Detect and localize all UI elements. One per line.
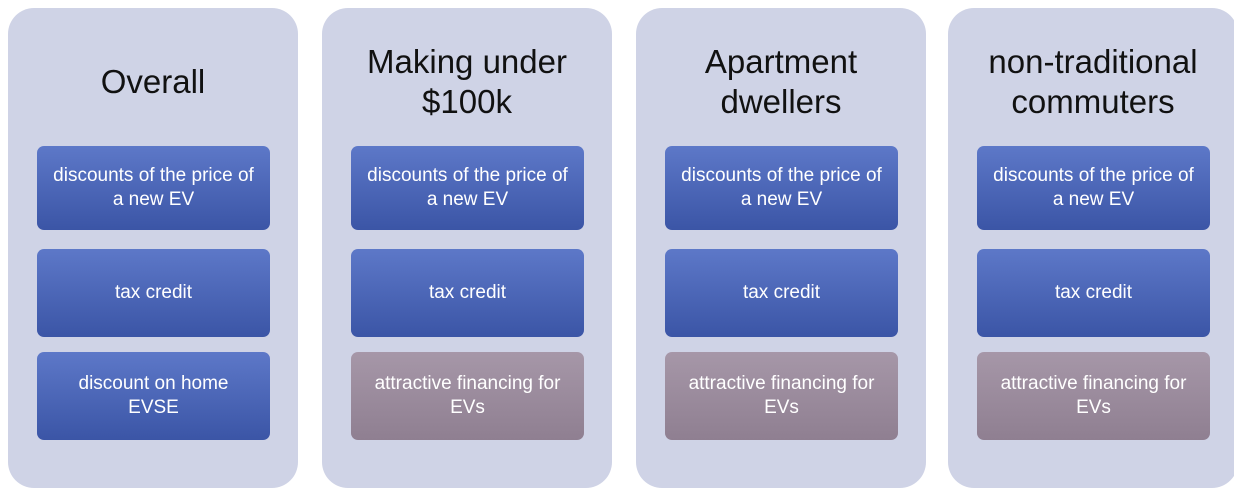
item-box: attractive financing for EVs (977, 352, 1210, 440)
column-title: Overall (100, 63, 206, 100)
item-box: discount on home EVSE (37, 352, 270, 440)
column: non-traditional commuters discounts of th… (948, 8, 1234, 488)
item-box: discounts of the price of a new EV (665, 146, 898, 230)
item-box: tax credit (37, 249, 270, 337)
item-box: discounts of the price of a new EV (351, 146, 584, 230)
column-title: Making under $100k (367, 43, 567, 120)
item-box: tax credit (351, 249, 584, 337)
item-box: tax credit (977, 249, 1210, 337)
item-box: attractive financing for EVs (665, 352, 898, 440)
column: Overall discounts of the price of a new E… (8, 8, 298, 488)
column: Making under $100k discounts of the price… (322, 8, 612, 488)
item-box: discounts of the price of a new EV (37, 146, 270, 230)
item-box: discounts of the price of a new EV (977, 146, 1210, 230)
column-title: non-traditional commuters (988, 43, 1198, 120)
item-box: attractive financing for EVs (351, 352, 584, 440)
column-title: Apartment dwellers (704, 43, 858, 120)
diagram: Overall discounts of the price of a new E… (8, 8, 1234, 488)
item-box: tax credit (665, 249, 898, 337)
column: Apartment dwellers discounts of the price… (636, 8, 926, 488)
